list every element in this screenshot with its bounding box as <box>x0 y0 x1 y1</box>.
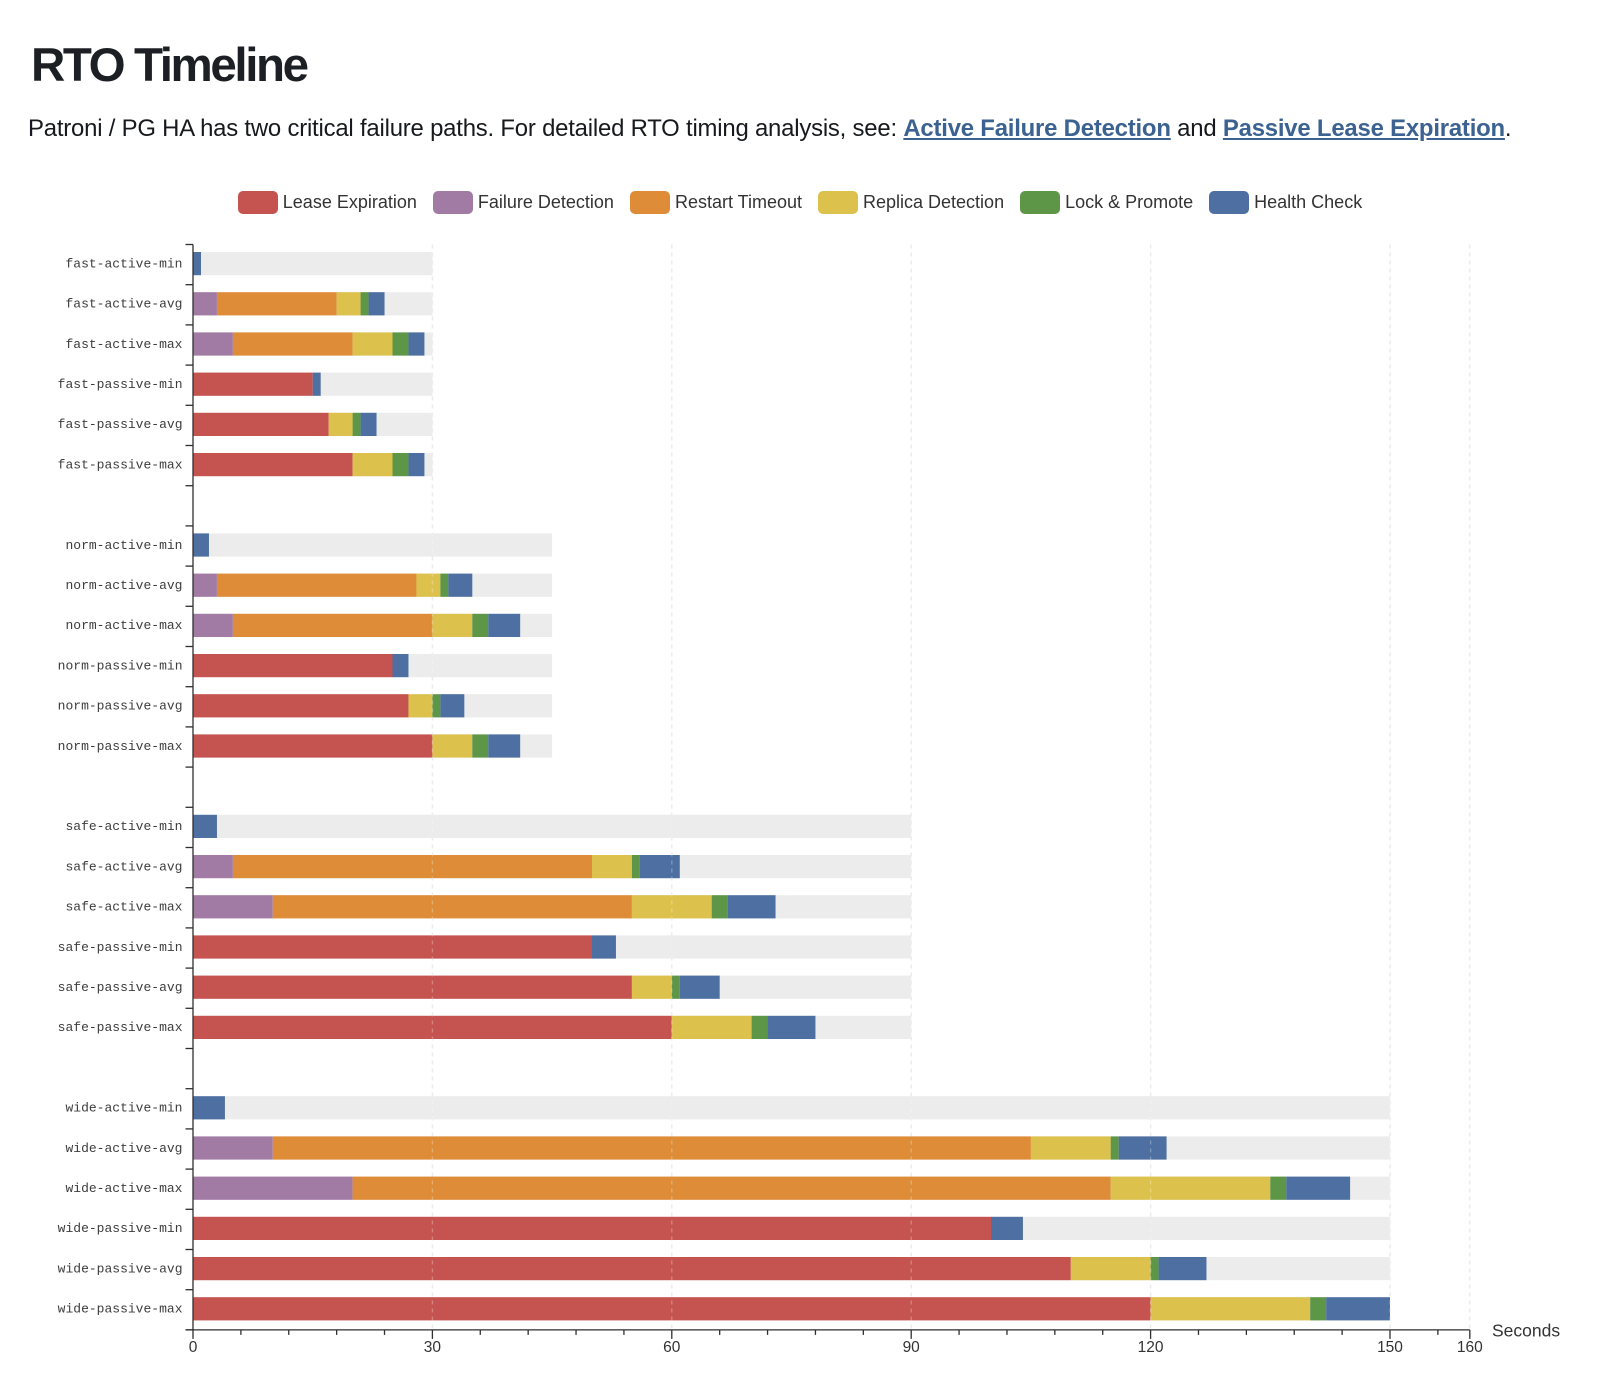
svg-text:safe-passive-min: safe-passive-min <box>58 940 183 955</box>
svg-text:160: 160 <box>1457 1339 1483 1356</box>
svg-text:Seconds: Seconds <box>1492 1321 1560 1341</box>
svg-text:norm-passive-avg: norm-passive-avg <box>58 699 183 714</box>
svg-text:wide-passive-min: wide-passive-min <box>58 1221 183 1236</box>
svg-text:wide-passive-max: wide-passive-max <box>58 1302 183 1317</box>
svg-text:150: 150 <box>1377 1339 1403 1356</box>
svg-text:safe-passive-max: safe-passive-max <box>58 1020 183 1035</box>
svg-text:fast-active-max: fast-active-max <box>65 337 182 352</box>
svg-text:fast-passive-max: fast-passive-max <box>58 457 183 472</box>
svg-text:fast-active-avg: fast-active-avg <box>65 297 182 312</box>
svg-text:norm-active-max: norm-active-max <box>65 618 182 633</box>
svg-text:norm-active-avg: norm-active-avg <box>65 578 182 593</box>
svg-text:fast-passive-min: fast-passive-min <box>58 377 183 392</box>
svg-text:wide-active-min: wide-active-min <box>65 1101 182 1116</box>
svg-text:fast-passive-avg: fast-passive-avg <box>58 417 183 432</box>
svg-text:90: 90 <box>903 1339 921 1356</box>
svg-text:safe-active-avg: safe-active-avg <box>65 859 182 874</box>
svg-text:norm-passive-max: norm-passive-max <box>58 739 183 754</box>
svg-text:norm-active-min: norm-active-min <box>65 538 182 553</box>
svg-text:safe-active-min: safe-active-min <box>65 819 182 834</box>
svg-text:30: 30 <box>424 1339 442 1356</box>
svg-text:wide-active-max: wide-active-max <box>65 1181 182 1196</box>
svg-text:wide-passive-avg: wide-passive-avg <box>58 1261 183 1276</box>
svg-text:wide-active-avg: wide-active-avg <box>65 1141 182 1156</box>
svg-text:120: 120 <box>1138 1339 1164 1356</box>
svg-text:60: 60 <box>663 1339 681 1356</box>
svg-text:norm-passive-min: norm-passive-min <box>58 658 183 673</box>
svg-text:fast-active-min: fast-active-min <box>65 256 182 271</box>
svg-text:safe-active-max: safe-active-max <box>65 900 182 915</box>
svg-text:safe-passive-avg: safe-passive-avg <box>58 980 183 995</box>
svg-text:0: 0 <box>189 1339 198 1356</box>
